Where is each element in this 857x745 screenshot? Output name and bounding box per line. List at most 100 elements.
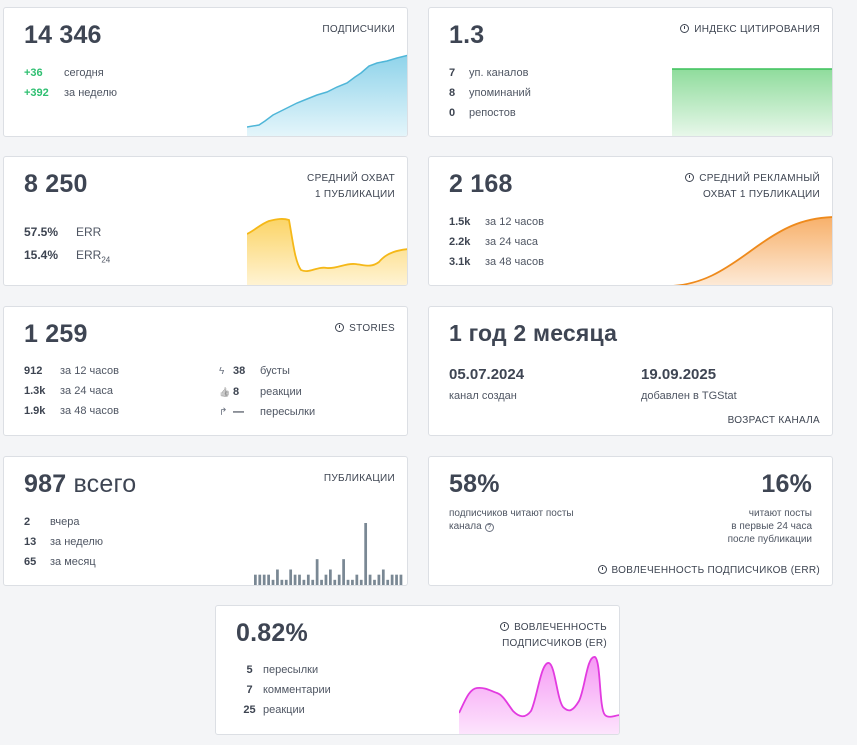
stat-row: 15.4% ERR24: [24, 248, 111, 265]
posts-bar: [381, 569, 385, 585]
share-arrow-icon: ↱: [219, 407, 228, 418]
er-value: 0.82%: [236, 619, 308, 647]
err-left-value: 58%: [449, 470, 500, 498]
citation-card[interactable]: 1.3 ИНДЕКС ЦИТИРОВАНИЯ 7 уп. каналов 8 упо…: [428, 7, 833, 137]
subscribers-stats: +36 сегодня +392 за неделю: [24, 63, 117, 103]
posts-bar-chart: [254, 523, 403, 585]
ad-reach-line: [672, 216, 832, 285]
subscribers-area: [247, 55, 407, 136]
posts-bar: [284, 579, 288, 585]
posts-bar: [289, 569, 293, 585]
citation-area: [672, 69, 832, 136]
posts-bar: [311, 579, 315, 585]
ad-reach-card[interactable]: 2 168 СРЕДНИЙ РЕКЛАМНЫЙ ОХВАТ 1 ПУБЛИКАЦИ…: [428, 156, 833, 286]
posts-bar: [399, 574, 403, 585]
er-sparkline: [459, 656, 619, 734]
posts-bar: [373, 579, 376, 585]
posts-bar: [271, 579, 275, 585]
ad-reach-stats: 1.5k за 12 часов 2.2k за 24 часа 3.1k за 48…: [449, 212, 544, 272]
er-card[interactable]: 0.82% ВОВЛЕЧЕННОСТЬ ПОДПИСЧИКОВ (ER) 5 пер…: [215, 605, 620, 735]
stories-caption: STORIES: [335, 321, 395, 337]
subscribers-sparkline: [247, 54, 407, 136]
stat-row: 13 за неделю: [24, 536, 104, 548]
posts-bar: [342, 559, 345, 585]
stat-row: 1.5k за 12 часов: [449, 216, 544, 228]
posts-card[interactable]: 987 всего ПУБЛИКАЦИИ 2 вчера 13 за неделю …: [3, 456, 408, 586]
err-left-text: подписчиков читают посты канала?: [449, 508, 574, 532]
posts-bar: [386, 579, 390, 585]
stories-card[interactable]: 1 259 STORIES 912 за 12 часов 1.3k за 24 ч…: [3, 306, 408, 436]
citation-index-value: 1.3: [449, 21, 485, 49]
info-icon: [335, 323, 345, 332]
stat-row: +392 за неделю: [24, 87, 118, 99]
subscribers-line: [247, 54, 407, 128]
citation-caption: ИНДЕКС ЦИТИРОВАНИЯ: [680, 22, 820, 38]
posts-bar: [329, 569, 332, 585]
posts-bar: [302, 579, 306, 585]
er-stats: 5 пересылки 7 комментарии 25 реакции: [236, 660, 330, 720]
posts-bar: [364, 523, 368, 585]
stat-row: 5 пересылки: [246, 664, 319, 676]
posts-bar: [293, 574, 297, 585]
help-icon[interactable]: ?: [484, 523, 494, 532]
stat-row: 2 вчера: [24, 516, 80, 528]
created-date: 05.07.2024: [449, 366, 525, 383]
err-right-value: 16%: [761, 470, 812, 498]
ad-reach-sparkline: [672, 216, 832, 285]
posts-bar: [267, 574, 270, 585]
stat-row: 1.3k за 24 часа: [24, 385, 113, 397]
channel-age-card[interactable]: 1 год 2 месяца 05.07.2024 канал создан 1…: [428, 306, 833, 436]
subscribers-card[interactable]: 14 346 ПОДПИСЧИКИ +36 сегодня +392 за неде…: [3, 7, 408, 137]
info-icon: [597, 565, 607, 574]
posts-bar: [346, 579, 350, 585]
stories-stats-2: ϟ 38 бусты 👍 8 реакции ↱ — пересылки: [219, 361, 315, 423]
stories-stats: 912 за 12 часов 1.3k за 24 часа 1.9k за 48 …: [24, 361, 119, 421]
posts-bar: [298, 574, 301, 585]
err-card[interactable]: 58% подписчиков читают посты канала? 16% …: [428, 456, 833, 586]
stat-row: 0 репостов: [449, 107, 516, 119]
stat-row: 57.5% ERR: [24, 225, 102, 239]
stat-row: 2.2k за 24 часа: [449, 236, 538, 248]
stat-row: 912 за 12 часов: [24, 365, 119, 377]
citation-stats: 7 уп. каналов 8 упоминаний 0 репостов: [449, 63, 531, 123]
average-reach-value: 8 250: [24, 170, 88, 198]
er-area: [459, 656, 619, 734]
stat-row: ϟ 38 бусты: [219, 361, 315, 382]
citation-sparkline: [672, 68, 832, 136]
posts-bar: [276, 569, 279, 585]
err-caption: ВОВЛЕЧЕННОСТЬ ПОДПИСЧИКОВ (ERR): [597, 563, 820, 579]
posts-bar: [254, 574, 257, 585]
stat-row: 25 реакции: [243, 704, 305, 716]
average-reach-card[interactable]: 8 250 СРЕДНИЙ ОХВАТ 1 ПУБЛИКАЦИИ 57.5% ERR…: [3, 156, 408, 286]
posts-stats: 2 вчера 13 за неделю 65 за месяц: [24, 512, 103, 572]
posts-bar: [351, 579, 354, 585]
bolt-icon: ϟ: [219, 366, 225, 377]
posts-bar: [315, 559, 319, 585]
posts-total: 987 всего: [24, 470, 137, 498]
stat-row: +36 сегодня: [24, 67, 104, 79]
posts-bar: [306, 574, 310, 585]
posts-bar: [390, 574, 394, 585]
reach-sparkline: [247, 218, 407, 285]
channel-age-value: 1 год 2 месяца: [449, 320, 618, 346]
added-date: 19.09.2025: [641, 366, 717, 383]
reach-area: [247, 218, 407, 285]
channel-age-caption: ВОЗРАСТ КАНАЛА: [727, 415, 820, 426]
posts-bar: [355, 574, 359, 585]
stat-row: 3.1k за 48 часов: [449, 256, 544, 268]
stat-row: 7 уп. каналов: [449, 67, 529, 79]
reach-line: [247, 218, 407, 272]
stories-value: 1 259: [24, 320, 88, 348]
reach-stats: 57.5% ERR 15.4% ERR24: [24, 221, 110, 271]
ad-reach-value: 2 168: [449, 170, 513, 198]
info-icon: [680, 24, 690, 33]
posts-bar: [359, 579, 363, 585]
posts-bar: [324, 574, 328, 585]
stat-row: 8 упоминаний: [449, 87, 531, 99]
posts-bar: [280, 579, 284, 585]
posts-bar: [333, 579, 337, 585]
ad-reach-area: [681, 217, 832, 285]
subscribers-count: 14 346: [24, 21, 102, 49]
posts-bar: [368, 574, 372, 585]
posts-caption: ПУБЛИКАЦИИ: [323, 473, 395, 484]
